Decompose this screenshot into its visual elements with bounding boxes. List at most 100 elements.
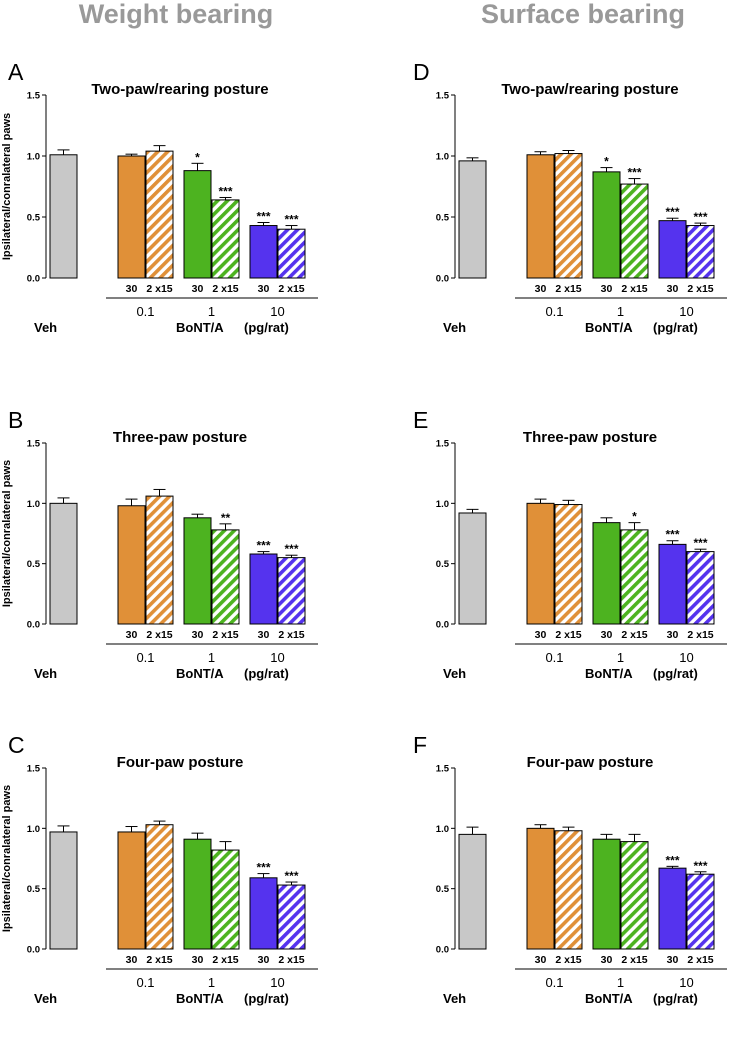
panel-letter: E bbox=[413, 407, 428, 433]
significance-mark: *** bbox=[256, 539, 270, 553]
significance-mark: *** bbox=[284, 542, 298, 556]
bar bbox=[686, 551, 715, 625]
group-size-label: 30 bbox=[535, 954, 547, 966]
bar bbox=[592, 171, 621, 279]
bar bbox=[686, 225, 715, 279]
group-size-label: 30 bbox=[258, 954, 270, 966]
y-axis-label: Ipsilateral/conralateral paws bbox=[1, 113, 13, 260]
bar bbox=[277, 884, 306, 950]
unit-label: (pg/rat) bbox=[244, 666, 289, 681]
group-size-label: 30 bbox=[535, 629, 547, 641]
significance-mark: *** bbox=[627, 166, 641, 180]
bar bbox=[277, 228, 306, 279]
veh-label: Veh bbox=[34, 320, 57, 335]
y-tick-label: 0.0 bbox=[27, 620, 40, 631]
panel-title: Two-paw/rearing posture bbox=[91, 81, 268, 98]
y-tick-label: 1.5 bbox=[436, 439, 450, 450]
y-tick-label: 1.5 bbox=[27, 439, 41, 450]
bar bbox=[458, 512, 487, 625]
bar bbox=[249, 877, 278, 950]
bar bbox=[526, 154, 555, 279]
y-tick-label: 0.0 bbox=[436, 274, 449, 285]
concentration-label: 1 bbox=[617, 650, 624, 665]
y-tick-label: 0.5 bbox=[27, 884, 41, 895]
group-size-label: 30 bbox=[667, 629, 679, 641]
concentration-label: 1 bbox=[617, 975, 624, 990]
bar bbox=[117, 831, 146, 950]
group-size-label: 2 x15 bbox=[212, 283, 238, 295]
group-size-label: 2 x15 bbox=[146, 283, 172, 295]
compound-label: BoNT/A bbox=[585, 666, 633, 681]
y-tick-label: 0.5 bbox=[436, 559, 450, 570]
group-size-label: 30 bbox=[535, 283, 547, 295]
concentration-label: 0.1 bbox=[545, 650, 563, 665]
panel-letter: F bbox=[413, 732, 427, 758]
bar bbox=[458, 160, 487, 279]
bar bbox=[620, 529, 649, 625]
y-tick-label: 0.5 bbox=[27, 559, 41, 570]
y-tick-label: 0.0 bbox=[27, 945, 40, 956]
group-size-label: 2 x15 bbox=[146, 629, 172, 641]
group-size-label: 2 x15 bbox=[621, 954, 647, 966]
significance-mark: *** bbox=[693, 859, 707, 873]
group-size-label: 30 bbox=[601, 283, 613, 295]
bar bbox=[183, 517, 212, 625]
group-size-label: 2 x15 bbox=[687, 629, 713, 641]
group-size-label: 2 x15 bbox=[621, 283, 647, 295]
group-size-label: 2 x15 bbox=[212, 629, 238, 641]
panel-letter: A bbox=[8, 59, 24, 85]
bar bbox=[554, 830, 583, 950]
veh-label: Veh bbox=[443, 666, 466, 681]
y-tick-label: 1.5 bbox=[436, 764, 450, 775]
y-axis-label: Ipsilateral/conralateral paws bbox=[1, 460, 13, 607]
unit-label: (pg/rat) bbox=[653, 320, 698, 335]
concentration-label: 1 bbox=[208, 650, 215, 665]
bar bbox=[211, 199, 240, 279]
compound-label: BoNT/A bbox=[585, 991, 633, 1006]
significance-mark: *** bbox=[284, 213, 298, 227]
significance-mark: *** bbox=[256, 861, 270, 875]
y-tick-label: 1.5 bbox=[27, 764, 41, 775]
bar bbox=[117, 155, 146, 279]
significance-mark: *** bbox=[665, 528, 679, 542]
bar bbox=[49, 831, 78, 950]
compound-label: BoNT/A bbox=[176, 991, 224, 1006]
y-tick-label: 1.0 bbox=[436, 499, 449, 510]
significance-mark: * bbox=[632, 510, 637, 524]
panel-letter: B bbox=[8, 407, 23, 433]
concentration-label: 10 bbox=[679, 650, 693, 665]
significance-mark: *** bbox=[693, 210, 707, 224]
bar bbox=[145, 824, 174, 950]
group-size-label: 2 x15 bbox=[687, 283, 713, 295]
significance-mark: ** bbox=[221, 511, 231, 525]
bar bbox=[49, 154, 78, 279]
bar bbox=[211, 849, 240, 950]
group-size-label: 30 bbox=[192, 283, 204, 295]
bar bbox=[592, 838, 621, 950]
significance-mark: *** bbox=[256, 209, 270, 223]
bar bbox=[554, 504, 583, 625]
bar bbox=[49, 502, 78, 625]
bar bbox=[211, 529, 240, 625]
group-size-label: 30 bbox=[667, 954, 679, 966]
y-tick-label: 1.5 bbox=[436, 91, 450, 102]
bar bbox=[658, 543, 687, 625]
bar bbox=[117, 505, 146, 625]
group-size-label: 30 bbox=[258, 283, 270, 295]
y-tick-label: 0.0 bbox=[436, 620, 449, 631]
compound-label: BoNT/A bbox=[585, 320, 633, 335]
group-size-label: 2 x15 bbox=[555, 954, 581, 966]
panel-title: Four-paw posture bbox=[117, 754, 244, 771]
veh-label: Veh bbox=[34, 991, 57, 1006]
group-size-label: 30 bbox=[667, 283, 679, 295]
y-tick-label: 0.5 bbox=[436, 884, 450, 895]
group-size-label: 30 bbox=[192, 954, 204, 966]
significance-mark: *** bbox=[693, 536, 707, 550]
group-size-label: 30 bbox=[601, 954, 613, 966]
concentration-label: 0.1 bbox=[136, 304, 154, 319]
bar bbox=[183, 170, 212, 279]
panel-b: B Three-paw posture Ipsilateral/conralater… bbox=[1, 407, 318, 681]
panel-c: C Four-paw posture Ipsilateral/conralatera… bbox=[1, 732, 318, 1006]
y-tick-label: 1.0 bbox=[436, 824, 449, 835]
